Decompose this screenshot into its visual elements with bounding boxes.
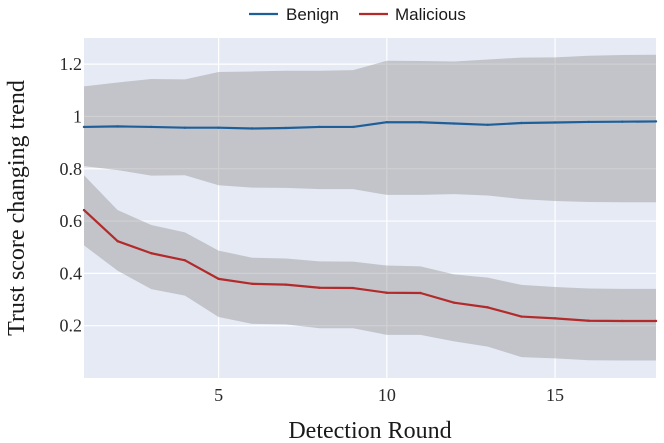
x-axis-title: Detection Round (288, 418, 451, 443)
band-benign (84, 54, 656, 203)
point-malicious-2 (116, 240, 119, 243)
point-benign-3 (150, 125, 153, 129)
grid-lines (84, 38, 656, 378)
point-benign-5 (217, 126, 220, 129)
point-malicious-16 (587, 319, 590, 322)
point-benign-14 (520, 121, 523, 125)
point-malicious-8 (318, 286, 321, 289)
point-malicious-1 (82, 208, 86, 212)
point-malicious-12 (452, 301, 456, 304)
point-benign-13 (486, 123, 489, 127)
x-tick-label: 10 (378, 385, 396, 405)
y-tick-label: 0.2 (60, 316, 83, 336)
y-axis-ticks: 0.2 0.4 0.6 0.8 1 1.2 (60, 54, 83, 336)
point-benign-12 (452, 122, 456, 125)
point-benign-9 (351, 125, 355, 129)
point-benign-4 (183, 126, 187, 129)
x-tick-label: 5 (214, 385, 223, 405)
plot-background (84, 38, 656, 378)
x-tick-label: 15 (546, 385, 564, 405)
point-benign-7 (284, 126, 288, 130)
y-tick-label: 0.4 (60, 263, 83, 283)
point-malicious-4 (183, 259, 187, 262)
point-benign-1 (82, 125, 86, 129)
point-malicious-5 (217, 277, 220, 281)
y-tick-label: 0.6 (60, 211, 83, 231)
point-malicious-11 (419, 291, 422, 295)
point-malicious-6 (251, 282, 254, 286)
point-malicious-18 (654, 319, 658, 323)
y-tick-label: 1 (73, 106, 82, 126)
y-tick-label: 0.8 (60, 159, 83, 179)
point-benign-6 (251, 127, 254, 130)
point-malicious-9 (351, 286, 355, 290)
y-axis-title: Trust score changing trend (4, 80, 30, 336)
point-benign-10 (385, 121, 389, 124)
legend-label-malicious: Malicious (395, 5, 466, 24)
legend: Benign Malicious (249, 5, 466, 24)
series-line-benign (83, 120, 657, 130)
point-malicious-7 (284, 283, 288, 286)
point-benign-15 (553, 121, 557, 124)
point-benign-16 (587, 120, 590, 124)
point-benign-11 (419, 121, 422, 124)
x-axis-ticks: 5 10 15 (214, 385, 564, 405)
y-tick-label: 1.2 (60, 54, 83, 74)
point-benign-8 (318, 125, 321, 129)
point-malicious-13 (486, 306, 489, 309)
point-malicious-3 (150, 252, 153, 255)
point-benign-2 (116, 125, 119, 128)
point-malicious-10 (385, 291, 389, 294)
point-malicious-14 (520, 315, 523, 318)
series-line-malicious (83, 209, 656, 323)
point-malicious-17 (621, 319, 624, 323)
legend-label-benign: Benign (286, 5, 339, 24)
point-benign-17 (621, 120, 624, 123)
point-benign-18 (654, 120, 658, 123)
series-lines (82, 120, 658, 323)
point-malicious-15 (553, 317, 557, 320)
